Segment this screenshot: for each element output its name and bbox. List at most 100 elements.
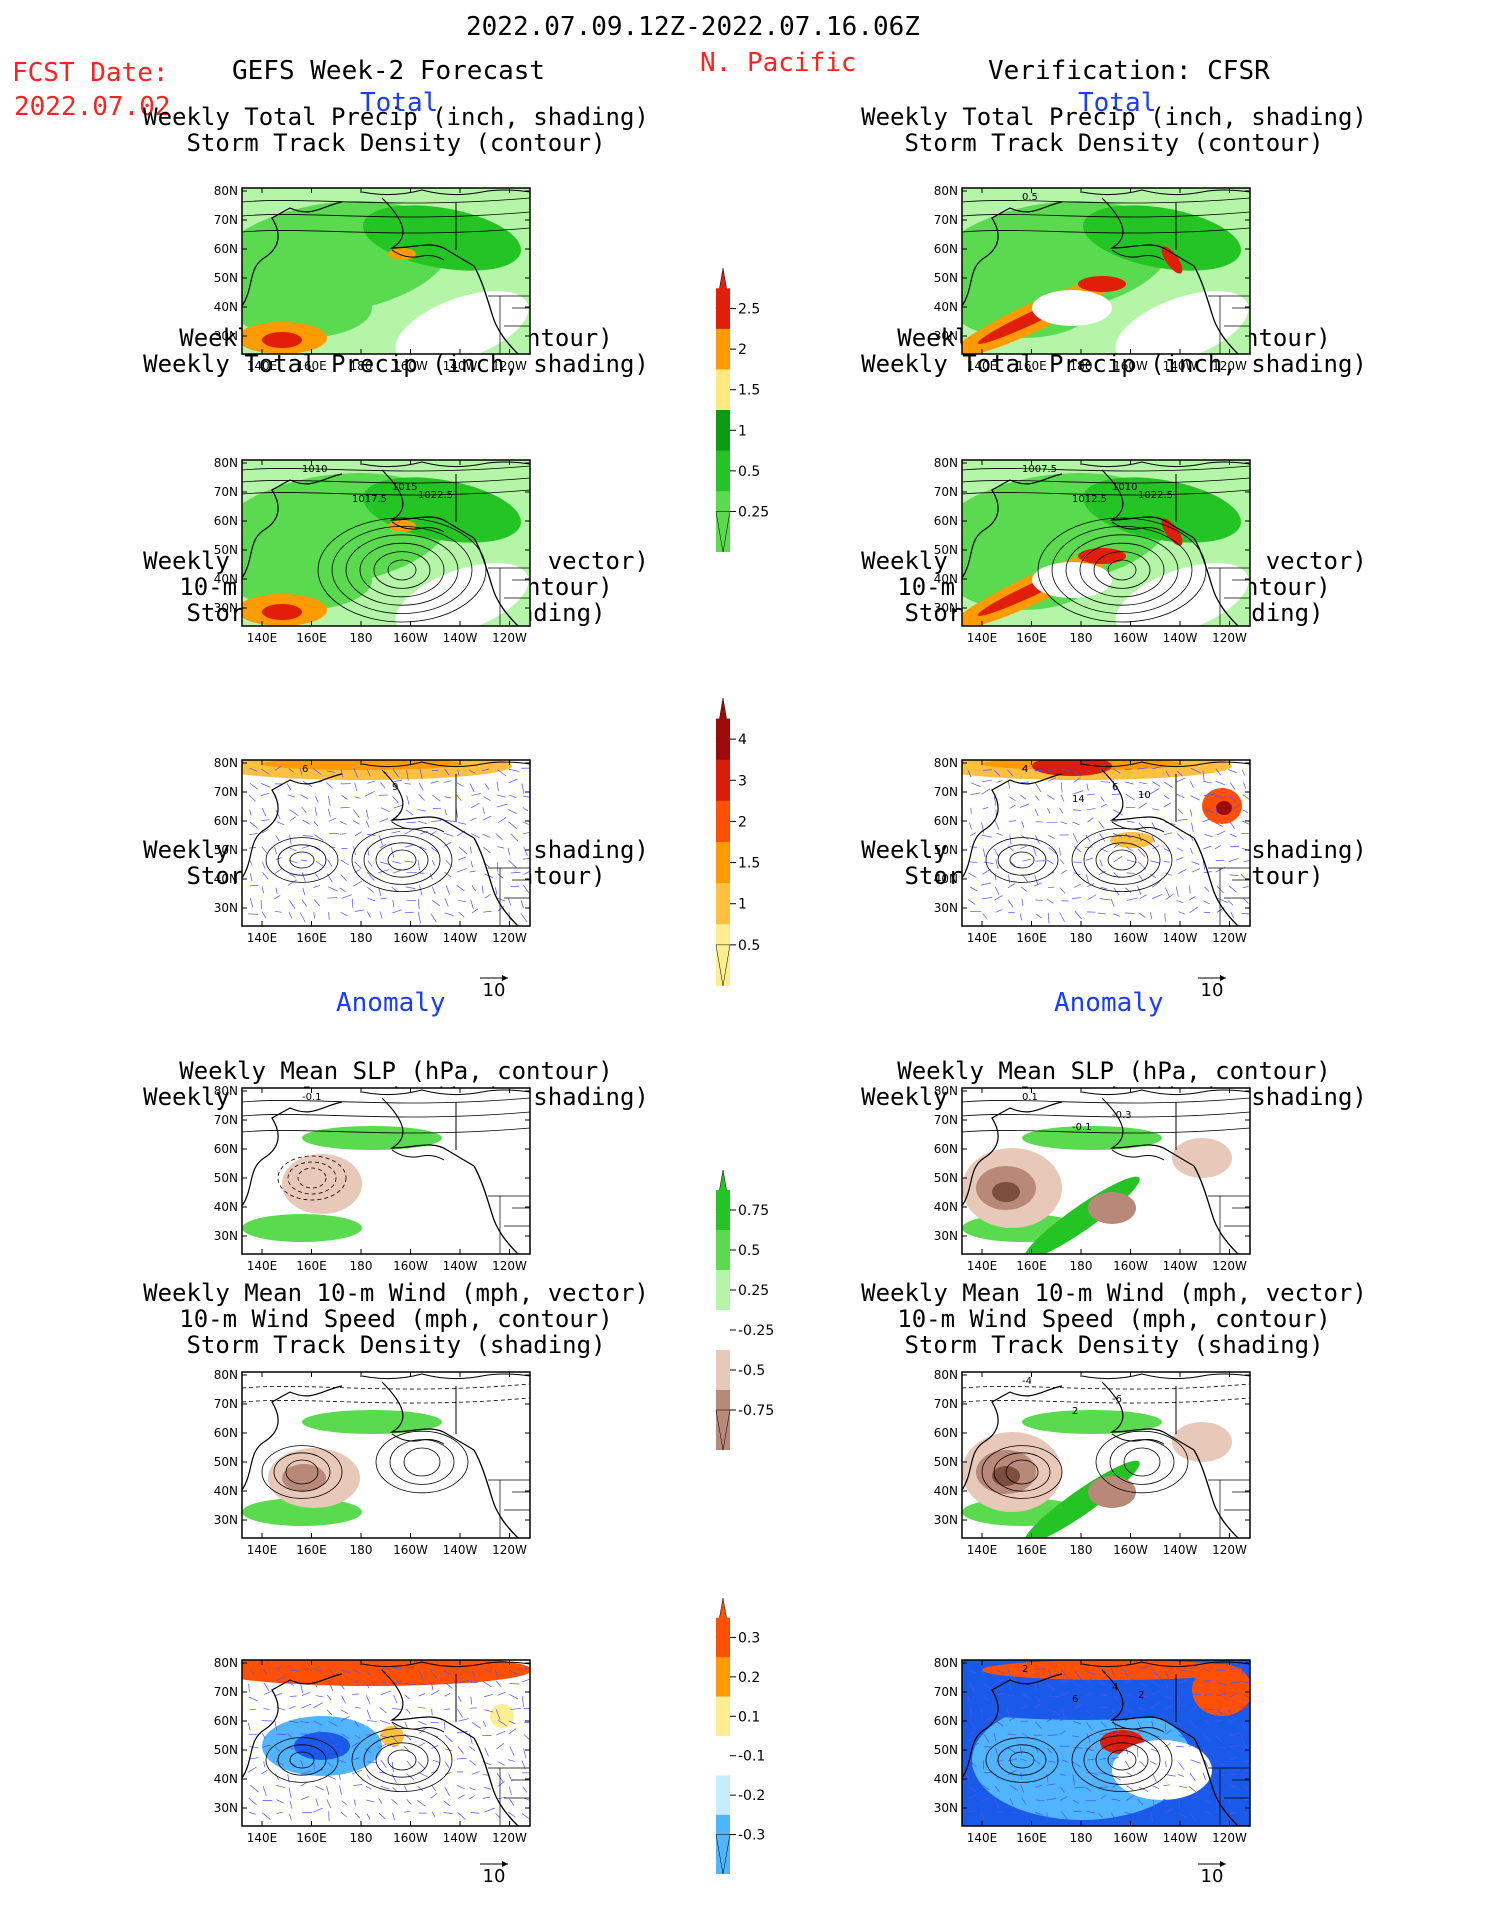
contour-label: 1010: [302, 464, 327, 475]
x-tick-label: 160W: [1113, 1831, 1148, 1845]
colorbar-label: 1.5: [738, 383, 760, 399]
x-tick-label: 120W: [1212, 931, 1247, 945]
panel-title-line: Weekly Total Precip (inch, shading): [861, 350, 1367, 378]
colorbar-label: 0.2: [738, 1670, 760, 1686]
panel-frame: [241, 1087, 531, 1255]
y-tick-label: 40N: [934, 1200, 958, 1214]
colorbar-label: 0.25: [738, 1283, 769, 1299]
colorbar-label: 0.25: [738, 504, 769, 520]
contour-label: 1015: [392, 482, 417, 493]
vector-reference: 10: [480, 975, 508, 1001]
colorbar-label: 3: [738, 773, 747, 789]
panel-title-line: Weekly Total Precip (inch, shading): [143, 350, 649, 378]
x-tick-label: 160E: [296, 1543, 327, 1557]
y-tick-label: 60N: [934, 514, 958, 528]
panel-title-line: Storm Track Density (shading): [904, 1331, 1324, 1359]
colorbar-label: 1.5: [738, 856, 760, 872]
left-anomaly-label: Anomaly: [336, 988, 446, 1018]
colorbar-label: -0.75: [738, 1403, 774, 1419]
y-tick-label: 40N: [934, 572, 958, 586]
right-anomaly-label: Anomaly: [1054, 988, 1164, 1018]
panel-title-line: 10-m Wind Speed (mph, contour): [179, 1305, 613, 1333]
x-tick-label: 140W: [1163, 631, 1198, 645]
right-total-label: Total: [1078, 88, 1157, 118]
y-tick-label: 80N: [214, 1368, 238, 1382]
x-tick-label: 160W: [1113, 359, 1148, 373]
x-tick-label: 120W: [1212, 631, 1247, 645]
y-tick-label: 80N: [934, 1656, 958, 1670]
y-tick-label: 50N: [934, 271, 958, 285]
panel-frame: [961, 187, 1251, 355]
y-tick-label: 60N: [934, 1714, 958, 1728]
x-tick-label: 160W: [393, 1831, 428, 1845]
panel-title-line: Weekly Mean SLP (hPa, contour): [179, 1057, 613, 1085]
x-tick-label: 180: [1070, 359, 1093, 373]
y-tick-label: 40N: [214, 1772, 238, 1786]
panel-title: Weekly Total Precip (inch, shading)Storm…: [46, 104, 746, 156]
map-panel-gefs-total-wind-storm: 6 9 140E 160E 180 160W 140W 120W 30N 40N 50N 60N 70N…: [214, 756, 531, 945]
y-tick-label: 60N: [214, 242, 238, 256]
x-tick-label: 140E: [967, 1831, 998, 1845]
x-tick-label: 160E: [1016, 359, 1047, 373]
x-tick-label: 180: [350, 359, 373, 373]
x-tick-label: 140E: [967, 1543, 998, 1557]
x-tick-label: 140E: [967, 631, 998, 645]
x-tick-label: 120W: [1212, 359, 1247, 373]
map-panel-gefs-total-slp-precip: 1010 1015 1017.5 1022.5 140E 160E 180 160W 140W 1…: [214, 456, 531, 645]
contour-label: 2: [1138, 1690, 1144, 1701]
colorbar-anom-precip: 0.75 0.5 0.25 -0.25 -0.5 -0.75: [715, 1169, 774, 1451]
colorbar-label: 2: [738, 342, 747, 358]
vector-reference: 10: [480, 1861, 508, 1887]
x-tick-label: 180: [1070, 1543, 1093, 1557]
panel-title: Weekly Mean 10-m Wind (mph, vector)10-m …: [764, 1280, 1464, 1358]
x-tick-label: 180: [350, 931, 373, 945]
colorbar-label: -0.2: [738, 1788, 765, 1804]
colorbar-label: -0.25: [738, 1323, 774, 1339]
x-tick-label: 160W: [1113, 931, 1148, 945]
map-panel-cfsr-anom-slp-precip: -4 -6 2 140E 160E 180 160W 140W 120W 30N 40N 50N 60N…: [934, 1368, 1251, 1557]
x-tick-label: 180: [1070, 931, 1093, 945]
x-tick-label: 160E: [1016, 1543, 1047, 1557]
x-tick-label: 160W: [1113, 1259, 1148, 1273]
colorbar-label: -0.1: [738, 1749, 765, 1765]
y-tick-label: 70N: [214, 1397, 238, 1411]
panel-title-line: Weekly Mean 10-m Wind (mph, vector): [861, 1279, 1367, 1307]
panel-frame: [961, 459, 1251, 627]
contour-label: 2: [1072, 1406, 1078, 1417]
x-tick-label: 140W: [443, 359, 478, 373]
x-tick-label: 140W: [443, 1831, 478, 1845]
y-tick-label: 70N: [214, 485, 238, 499]
colorbar-total-precip: 2.5 2 1.5 1 0.5 0.25: [715, 267, 769, 553]
colorbar-label: 0.5: [738, 464, 760, 480]
x-tick-label: 160W: [1113, 1543, 1148, 1557]
y-tick-label: 50N: [214, 271, 238, 285]
x-tick-label: 140W: [1163, 1543, 1198, 1557]
y-tick-label: 40N: [214, 300, 238, 314]
x-tick-label: 140W: [1163, 1831, 1198, 1845]
y-tick-label: 60N: [214, 1714, 238, 1728]
date-range-title: 2022.07.09.12Z-2022.07.16.06Z: [466, 12, 920, 42]
panel-title-line: Weekly Total Precip (inch, shading): [861, 103, 1367, 131]
panel-frame: [961, 1371, 1251, 1539]
colorbar-label: 1: [738, 423, 747, 439]
x-tick-label: 180: [350, 1831, 373, 1845]
y-tick-label: 80N: [214, 456, 238, 470]
y-tick-label: 50N: [214, 543, 238, 557]
y-tick-label: 50N: [934, 1455, 958, 1469]
y-tick-label: 60N: [934, 814, 958, 828]
panel-frame: [241, 759, 531, 927]
x-tick-label: 160E: [1016, 931, 1047, 945]
y-tick-label: 50N: [214, 1455, 238, 1469]
y-tick-label: 80N: [214, 1084, 238, 1098]
contour-label: 10: [1138, 790, 1151, 801]
y-tick-label: 30N: [214, 901, 238, 915]
x-tick-label: 180: [1070, 1259, 1093, 1273]
y-tick-label: 50N: [934, 543, 958, 557]
contour-label: 1012.5: [1072, 494, 1107, 505]
y-tick-label: 50N: [214, 1171, 238, 1185]
map-panel-cfsr-total-slp-precip: 1007.5 1010 1012.5 1022.5 140E 160E 180 160W 140…: [934, 456, 1251, 645]
contour-label: 9: [392, 782, 398, 793]
y-tick-label: 30N: [934, 601, 958, 615]
y-tick-label: 70N: [934, 785, 958, 799]
